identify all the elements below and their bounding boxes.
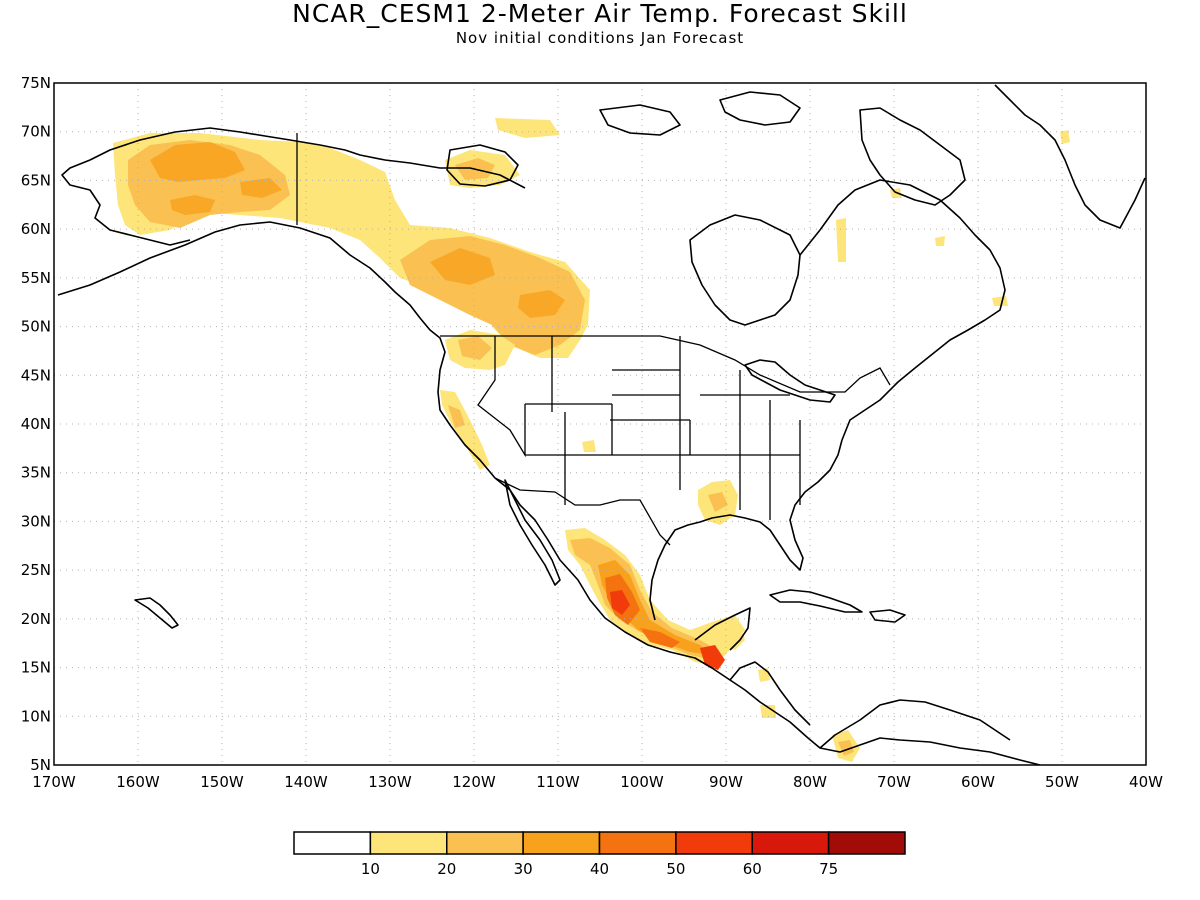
coastline-greenland xyxy=(994,84,1146,229)
colorbar-swatch xyxy=(827,831,906,855)
lat-tick-label: 15N xyxy=(21,659,51,677)
coastline-central-america xyxy=(729,661,811,726)
lat-tick-label: 5N xyxy=(30,756,51,774)
skill-region-colombia-20 xyxy=(838,740,854,756)
skill-region-quebec xyxy=(836,218,846,262)
border-states-west xyxy=(477,336,801,520)
coastline-baja xyxy=(504,479,561,586)
coastline-hudson-bay xyxy=(689,214,801,326)
coastline-great-lakes xyxy=(744,359,836,403)
colorbar-swatch xyxy=(751,831,830,855)
political-borders xyxy=(296,133,891,546)
plot-frame xyxy=(53,82,1147,766)
lon-tick-label: 130W xyxy=(368,773,412,791)
colorbar-swatch xyxy=(598,831,677,855)
coastline-arctic-isles xyxy=(599,104,681,136)
lat-tick-label: 40N xyxy=(21,415,51,433)
colorbar-label: 10 xyxy=(361,860,380,878)
map-title: NCAR_CESM1 2-Meter Air Temp. Forecast Sk… xyxy=(292,0,908,28)
lat-tick-label: 35N xyxy=(21,464,51,482)
lat-tick-label: 65N xyxy=(21,171,51,189)
coastline-victoria-island xyxy=(446,144,519,187)
lon-tick-label: 100W xyxy=(620,773,664,791)
coastline-hispaniola xyxy=(869,609,906,623)
border-us-mexico xyxy=(494,477,671,546)
lat-tick-label: 75N xyxy=(21,74,51,92)
colorbar-swatch xyxy=(369,831,448,855)
skill-region-pnw-20 xyxy=(458,336,492,360)
coastline-south-america xyxy=(819,699,1011,749)
lat-tick-label: 45N xyxy=(21,366,51,384)
skill-region-alaska-30c xyxy=(240,178,282,198)
lat-tick-label: 70N xyxy=(21,123,51,141)
lon-tick-label: 140W xyxy=(284,773,328,791)
skill-region-nicaragua xyxy=(758,668,770,682)
lat-tick-label: 25N xyxy=(21,561,51,579)
lon-tick-label: 50W xyxy=(1045,773,1079,791)
skill-region-newfoundland xyxy=(935,236,945,246)
colorbar-swatch xyxy=(675,831,753,855)
skill-region-canada-30b xyxy=(518,290,565,318)
coastline-ellesmere xyxy=(719,91,801,126)
skill-region-greenland xyxy=(1060,130,1070,144)
skill-region-mexico-50 xyxy=(610,590,630,615)
lat-tick-label: 50N xyxy=(21,318,51,336)
coastline-hawaii xyxy=(134,597,179,629)
skill-region-california-20 xyxy=(448,405,465,428)
skill-region-colorado xyxy=(582,440,596,452)
colorbar: 10 20 30 40 50 60 75 xyxy=(293,831,906,878)
skill-region-labrador xyxy=(992,296,1008,306)
lon-tick-label: 160W xyxy=(116,773,160,791)
lat-tick-label: 10N xyxy=(21,707,51,725)
border-us-canada xyxy=(440,335,891,393)
lon-tick-label: 70W xyxy=(877,773,911,791)
lon-tick-label: 90W xyxy=(709,773,743,791)
skill-region-alaska-30b xyxy=(170,195,215,215)
lon-tick-label: 170W xyxy=(32,773,76,791)
lat-lon-grid xyxy=(54,83,1146,765)
coastlines xyxy=(57,84,1146,765)
skill-region-gulf-coast-20 xyxy=(708,492,728,512)
lat-tick-label: 60N xyxy=(21,220,51,238)
lat-tick-label: 30N xyxy=(21,512,51,530)
lon-tick-label: 80W xyxy=(793,773,827,791)
skill-shading xyxy=(113,118,1070,762)
lon-tick-label: 110W xyxy=(536,773,580,791)
lat-tick-label: 20N xyxy=(21,610,51,628)
colorbar-label: 50 xyxy=(666,860,685,878)
lon-tick-label: 60W xyxy=(961,773,995,791)
colorbar-swatch xyxy=(446,831,524,855)
colorbar-label: 40 xyxy=(590,860,609,878)
colorbar-label: 60 xyxy=(743,860,762,878)
skill-region-caribbean xyxy=(760,705,776,718)
lon-tick-label: 40W xyxy=(1129,773,1163,791)
latitude-labels: 75N 70N 65N 60N 55N 50N 45N 40N 35N 30N 25N 20N 15N 1… xyxy=(21,74,51,774)
colorbar-swatch xyxy=(522,831,601,855)
colorbar-swatch xyxy=(293,831,372,855)
longitude-labels: 170W 160W 150W 140W 130W 120W 110W 100W 90W 80W 70… xyxy=(32,773,1163,791)
coastline-cuba xyxy=(769,589,863,613)
skill-region-arctic-north xyxy=(495,118,560,138)
lon-tick-label: 150W xyxy=(200,773,244,791)
colorbar-label: 20 xyxy=(437,860,456,878)
coastline-yucatan xyxy=(694,607,751,651)
coastline-canada-east xyxy=(799,179,1006,441)
skill-region-alaska-30 xyxy=(150,142,245,182)
lon-tick-label: 120W xyxy=(452,773,496,791)
map-subtitle: Nov initial conditions Jan Forecast xyxy=(455,29,745,47)
skill-region-california xyxy=(440,390,490,470)
skill-region-mexico-50b xyxy=(640,628,680,648)
coastline-baffin-island xyxy=(859,107,966,206)
colorbar-label: 30 xyxy=(514,860,533,878)
coastline-alaska-west xyxy=(61,159,191,246)
coastline-alaska-north xyxy=(89,127,526,189)
colorbar-label: 75 xyxy=(819,860,838,878)
skill-region-canada-30 xyxy=(430,248,495,285)
lat-tick-label: 55N xyxy=(21,269,51,287)
coastline-us-east xyxy=(649,439,843,621)
